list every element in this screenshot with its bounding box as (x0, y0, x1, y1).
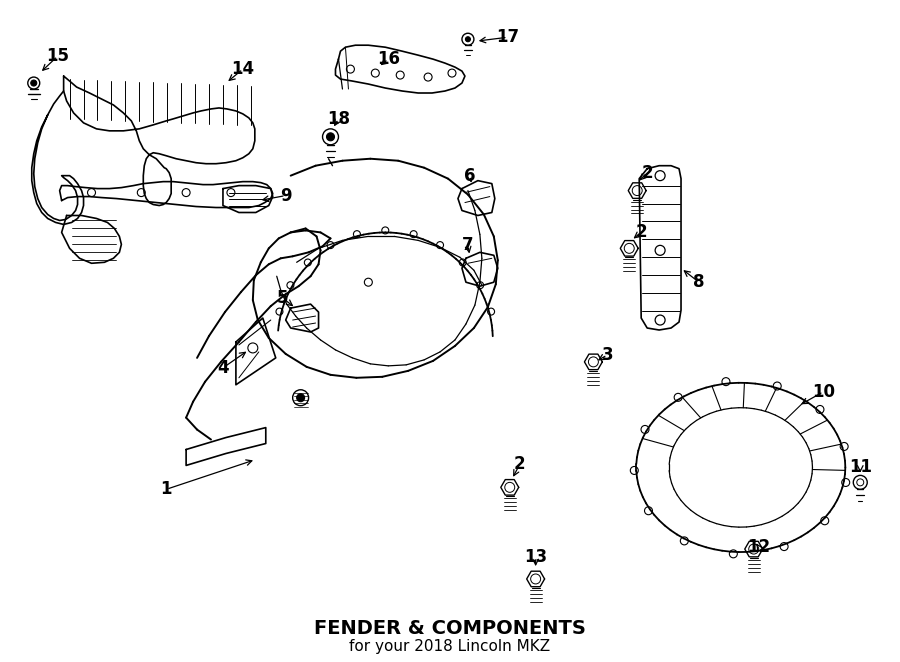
Text: 7: 7 (462, 236, 473, 254)
Text: 5: 5 (277, 289, 289, 307)
Text: 9: 9 (280, 187, 292, 205)
Text: FENDER & COMPONENTS: FENDER & COMPONENTS (314, 619, 586, 638)
Text: for your 2018 Lincoln MKZ: for your 2018 Lincoln MKZ (349, 639, 551, 654)
Text: 4: 4 (217, 359, 229, 377)
Text: 2: 2 (635, 223, 647, 242)
Text: 17: 17 (496, 28, 519, 46)
Circle shape (31, 80, 37, 86)
Text: 12: 12 (747, 538, 770, 556)
Text: 15: 15 (46, 47, 69, 65)
Text: 11: 11 (849, 458, 872, 477)
Text: 2: 2 (514, 455, 526, 473)
Circle shape (327, 133, 335, 141)
Text: 10: 10 (812, 383, 835, 401)
Text: 6: 6 (464, 167, 476, 185)
Text: 3: 3 (601, 346, 613, 364)
Text: 8: 8 (693, 273, 705, 291)
Text: 13: 13 (524, 548, 547, 566)
Circle shape (297, 394, 304, 402)
Text: 16: 16 (377, 50, 400, 68)
Circle shape (465, 36, 471, 42)
Text: 18: 18 (327, 110, 350, 128)
Text: 2: 2 (642, 164, 653, 181)
Text: 14: 14 (231, 60, 255, 78)
Text: 1: 1 (160, 481, 172, 498)
